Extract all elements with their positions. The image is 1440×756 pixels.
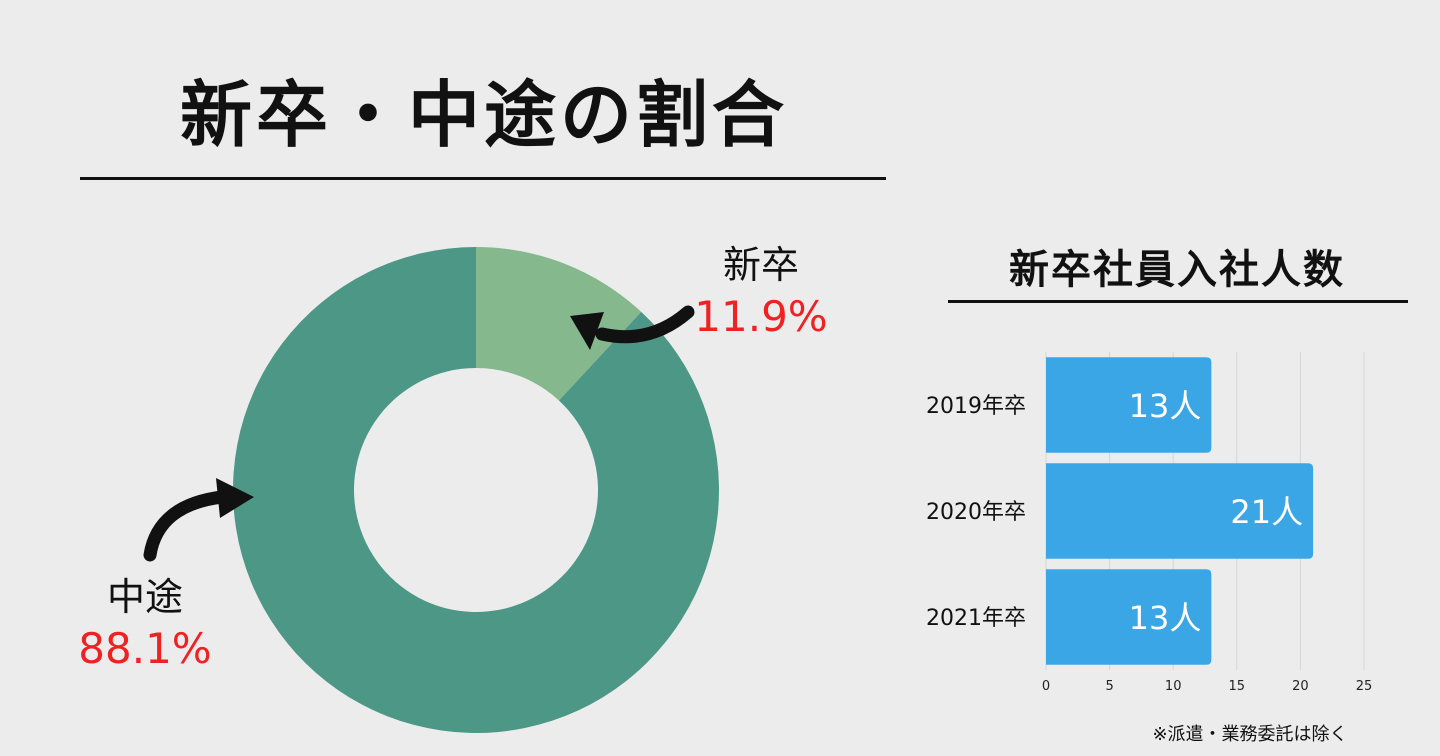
slice-name-chuto: 中途	[106, 575, 183, 619]
x-tick-label: 0	[1042, 679, 1050, 694]
x-tick-label: 5	[1105, 679, 1113, 694]
donut-slice-0	[476, 247, 642, 401]
x-tick-label: 10	[1165, 679, 1182, 694]
bar-1	[1046, 463, 1314, 559]
arrowhead-shinsotsu	[570, 312, 604, 350]
arrowhead-chuto	[216, 478, 254, 518]
bar-title-underline	[948, 300, 1408, 303]
slice-percent-chuto: 88.1%	[78, 624, 212, 673]
bar-chart-title: 新卒社員入社人数	[1009, 247, 1345, 293]
bar-0	[1046, 357, 1212, 453]
x-tick-label: 15	[1229, 679, 1246, 694]
arrow-to-shinsotsu	[595, 305, 695, 344]
donut-slice-1	[232, 247, 719, 733]
x-tick-label: 20	[1292, 679, 1309, 694]
donut-label-chuto: 中途 88.1%	[60, 578, 230, 670]
title-underline	[80, 177, 886, 180]
slice-name-shinsotsu: 新卒	[722, 243, 799, 287]
page-title: 新卒・中途の割合	[179, 73, 788, 157]
bar-value-label: 21人	[1230, 493, 1303, 531]
bar-value-label: 13人	[1129, 599, 1202, 637]
bar-value-label: 13人	[1129, 387, 1202, 425]
footnote: ※派遣・業務委託は除く	[1152, 724, 1348, 745]
donut-label-shinsotsu: 新卒 11.9%	[686, 246, 836, 338]
bar-2	[1046, 569, 1212, 665]
bar-category-label: 2021年卒	[926, 606, 1026, 631]
bar-category-label: 2020年卒	[926, 500, 1026, 525]
bar-category-label: 2019年卒	[926, 394, 1026, 419]
x-tick-label: 25	[1356, 679, 1373, 694]
slice-percent-shinsotsu: 11.9%	[694, 292, 828, 341]
arrow-to-chuto	[143, 490, 229, 562]
